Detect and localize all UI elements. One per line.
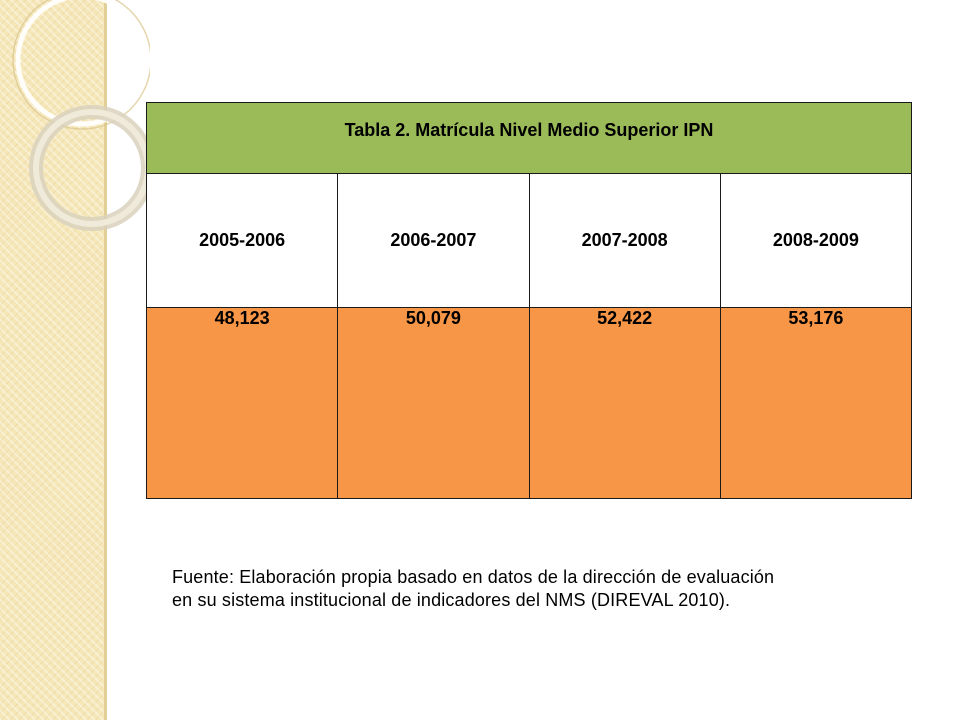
table-value-row: 48,123 50,079 52,422 53,176 bbox=[145, 307, 913, 499]
source-note-line: en su sistema institucional de indicador… bbox=[172, 590, 731, 611]
source-note-line: Fuente: Elaboración propia basado en dat… bbox=[172, 567, 775, 587]
enrollment-value: 48,123 bbox=[145, 307, 339, 499]
enrollment-table: Tabla 2. Matrícula Nivel Medio Superior … bbox=[145, 102, 913, 499]
side-strip-edge bbox=[104, 0, 107, 720]
table-title-text: Tabla 2. Matrícula Nivel Medio Superior … bbox=[344, 119, 714, 140]
column-header: 2006-2007 bbox=[337, 173, 530, 308]
column-header: 2005-2006 bbox=[145, 173, 339, 308]
decorative-rings bbox=[12, 0, 150, 231]
column-header: 2007-2008 bbox=[528, 173, 721, 308]
source-note: Fuente: Elaboración propia basado en dat… bbox=[172, 566, 892, 613]
column-header: 2008-2009 bbox=[719, 173, 913, 308]
table-header-row: 2005-2006 2006-2007 2007-2008 2008-2009 bbox=[145, 173, 913, 308]
table-title-row: Tabla 2. Matrícula Nivel Medio Superior … bbox=[146, 102, 912, 174]
table-title: Tabla 2. Matrícula Nivel Medio Superior … bbox=[146, 102, 912, 174]
enrollment-value: 53,176 bbox=[719, 307, 913, 499]
enrollment-value: 50,079 bbox=[337, 307, 530, 499]
enrollment-value: 52,422 bbox=[528, 307, 721, 499]
